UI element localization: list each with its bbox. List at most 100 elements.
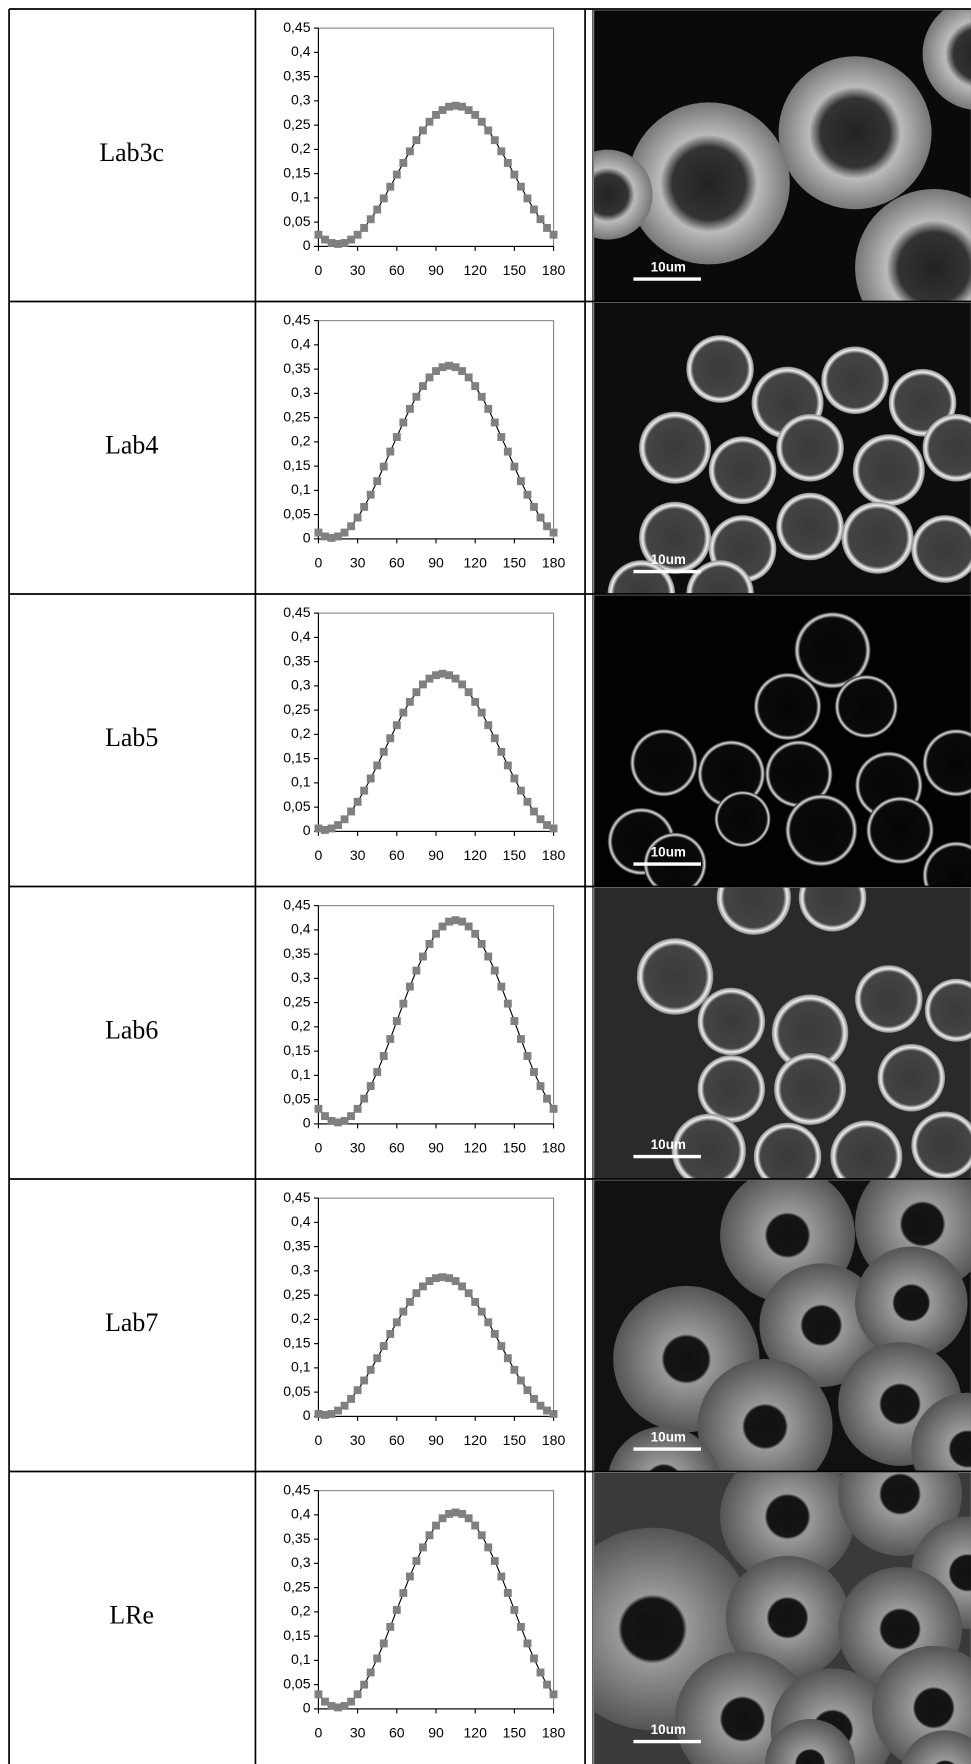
data-marker [340, 815, 349, 824]
row-label: Lab5 [105, 723, 158, 752]
y-tick-label: 0,4 [291, 43, 311, 59]
data-marker [549, 1410, 558, 1418]
y-tick-label: 0,4 [291, 628, 311, 644]
data-marker [392, 170, 401, 179]
y-tick-label: 0 [303, 1407, 311, 1423]
x-tick-label: 0 [315, 262, 323, 278]
x-tick-label: 30 [350, 847, 366, 863]
data-marker [530, 1654, 538, 1663]
data-marker [360, 1094, 369, 1103]
y-tick-label: 0,1 [291, 189, 311, 205]
y-tick-label: 0,4 [291, 1506, 311, 1522]
data-marker [451, 1277, 460, 1285]
particle [720, 1472, 856, 1584]
data-marker [510, 1017, 519, 1025]
x-tick-label: 150 [503, 1724, 527, 1740]
data-line [318, 365, 554, 539]
data-marker [497, 433, 506, 441]
y-tick-label: 0,05 [283, 798, 311, 814]
data-marker [314, 528, 323, 537]
particle [776, 492, 844, 561]
data-marker [471, 1297, 480, 1306]
data-marker [419, 952, 427, 961]
y-tick-label: 0,45 [283, 1481, 311, 1497]
chart: 0 0,05 0,1 0,15 0,2 0,25 0,3 0,35 0,4 0,45 0 30 60 90… [283, 19, 565, 278]
data-marker [445, 917, 453, 926]
x-tick-label: 0 [315, 1139, 323, 1155]
x-tick-label: 150 [503, 554, 527, 570]
y-tick-label: 0,45 [283, 1189, 311, 1205]
data-marker [327, 824, 336, 833]
particle [774, 1053, 847, 1125]
data-marker [392, 433, 401, 441]
data-marker [366, 490, 375, 499]
data-marker [347, 807, 356, 816]
x-tick-label: 180 [542, 554, 566, 570]
table-grid [8, 8, 971, 1764]
particle [686, 560, 754, 594]
y-tick-label: 0,3 [291, 677, 311, 693]
particle [686, 335, 754, 403]
data-marker [327, 1702, 336, 1710]
data-marker [490, 136, 499, 145]
y-tick-label: 0 [303, 530, 311, 546]
particle [708, 436, 777, 504]
data-marker [373, 1354, 382, 1363]
data-marker [510, 462, 519, 471]
data-marker [321, 825, 329, 834]
data-marker [438, 922, 447, 931]
data-marker [464, 922, 473, 931]
data-marker [458, 917, 467, 926]
particle [911, 1392, 971, 1472]
x-tick-label: 120 [463, 262, 487, 278]
chart: 0 0,05 0,1 0,15 0,2 0,25 0,3 0,35 0,4 0,45 0 30 60 90… [283, 1189, 565, 1448]
particle [911, 515, 971, 583]
y-tick-label: 0,45 [283, 604, 311, 620]
data-marker [412, 392, 421, 401]
x-tick-label: 60 [389, 1724, 405, 1740]
y-tick-label: 0,15 [283, 1334, 311, 1350]
particle [627, 102, 790, 265]
data-marker [464, 1289, 473, 1298]
data-marker [471, 111, 480, 119]
x-tick-label: 120 [463, 1432, 487, 1448]
particle [911, 1111, 971, 1179]
row-label: Lab6 [105, 1016, 158, 1045]
data-marker [477, 117, 486, 126]
x-tick-label: 120 [463, 1724, 487, 1740]
data-marker [314, 824, 323, 833]
particle [830, 1120, 903, 1179]
chart: 0 0,05 0,1 0,15 0,2 0,25 0,3 0,35 0,4 0,45 0 30 60 90… [283, 311, 565, 570]
data-marker [340, 528, 349, 537]
data-marker [386, 1035, 395, 1043]
y-tick-label: 0 [303, 237, 311, 253]
data-marker [477, 708, 486, 717]
data-marker [523, 490, 532, 499]
x-tick-label: 60 [389, 847, 405, 863]
data-marker [516, 477, 525, 486]
particle [639, 411, 712, 484]
data-marker [392, 1605, 401, 1614]
y-tick-label: 0,15 [283, 164, 311, 180]
data-marker [405, 697, 414, 706]
data-marker [432, 367, 440, 376]
particle [855, 1246, 968, 1359]
data-marker [379, 747, 388, 756]
y-tick-label: 0,3 [291, 384, 311, 400]
particle [834, 675, 898, 738]
particle [855, 965, 923, 1033]
data-marker [432, 1274, 440, 1283]
x-tick-label: 90 [428, 1432, 444, 1448]
x-tick-label: 60 [389, 1139, 405, 1155]
particle [924, 978, 971, 1042]
data-marker [503, 447, 512, 456]
data-marker [314, 1410, 323, 1418]
particle [776, 414, 844, 482]
data-marker [321, 1112, 329, 1121]
data-marker [373, 477, 382, 486]
y-tick-label: 0,45 [283, 896, 311, 912]
data-marker [530, 1394, 538, 1403]
y-tick-label: 0 [303, 822, 311, 838]
data-marker [379, 462, 388, 471]
y-tick-label: 0,1 [291, 1066, 311, 1082]
